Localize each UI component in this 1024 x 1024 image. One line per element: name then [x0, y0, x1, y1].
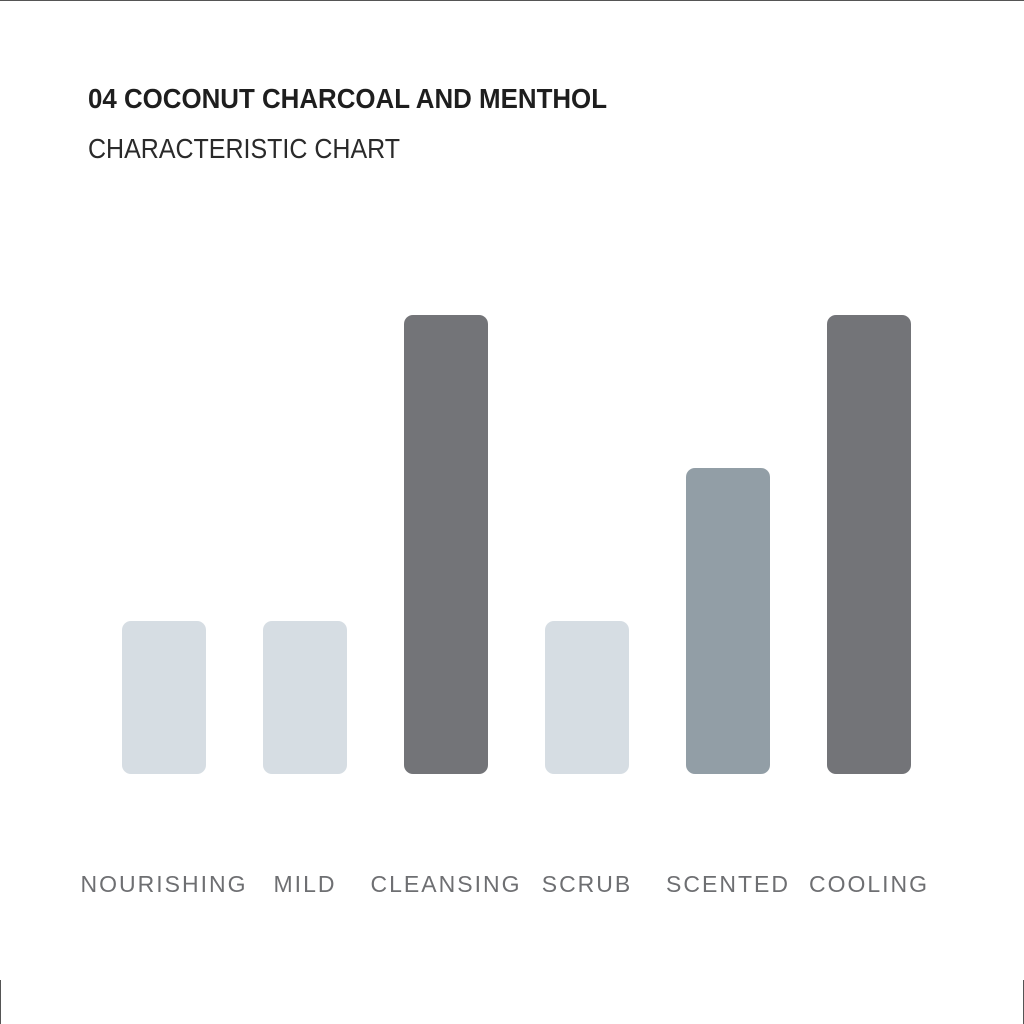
chart-title: 04 COCONUT CHARCOAL AND MENTHOL: [88, 83, 607, 114]
x-tick-label: SCENTED: [666, 871, 790, 897]
bar: [686, 468, 770, 774]
x-tick-label: CLEANSING: [371, 871, 522, 897]
x-tick-label: COOLING: [809, 871, 929, 897]
bar: [404, 315, 488, 774]
chart-subtitle: CHARACTERISTIC CHART: [88, 133, 400, 164]
x-tick-label: SCRUB: [542, 871, 633, 897]
bar: [263, 621, 347, 774]
x-tick-label: NOURISHING: [81, 871, 248, 897]
x-tick-label: MILD: [274, 871, 337, 897]
bar: [122, 621, 206, 774]
bar: [545, 621, 629, 774]
bar: [827, 315, 911, 774]
